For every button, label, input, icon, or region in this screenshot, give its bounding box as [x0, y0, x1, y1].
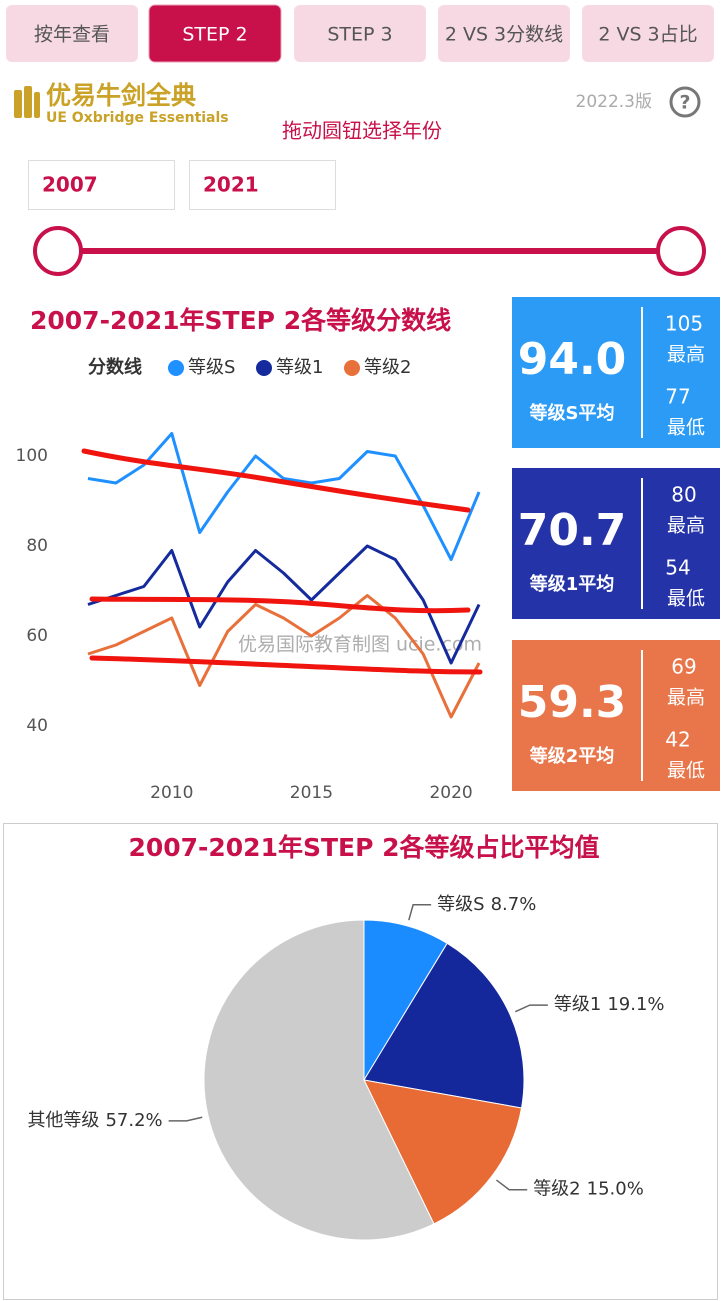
- series-line: [87, 544, 481, 665]
- y-tick-label: 40: [26, 716, 48, 736]
- pie-chart-title: 2007-2021年STEP 2各等级占比平均值: [128, 833, 599, 862]
- stat-card: [512, 468, 720, 619]
- pie-panel: [3, 823, 718, 1300]
- slider-hint: 拖动圆钮选择年份: [282, 119, 442, 143]
- hand-drawn-annotations: [81, 448, 483, 675]
- legend-swatch: [168, 360, 184, 376]
- logo-subtitle: UE Oxbridge Essentials: [46, 110, 229, 126]
- line-layer: 40 60 80 100 2010 2015 2020 等级S 等级1 等级2: [16, 357, 481, 803]
- end-year-box[interactable]: [189, 160, 336, 210]
- stat-average-label: 等级2平均: [530, 745, 615, 767]
- tab[interactable]: [438, 5, 570, 62]
- stat-min: 54: [665, 556, 690, 580]
- version: 2022.3版: [576, 92, 652, 112]
- help-icon[interactable]: [669, 86, 701, 118]
- logo-title: 优易牛剑全典: [46, 81, 196, 110]
- stat-min-label: 最低: [667, 760, 705, 782]
- tab-label[interactable]: 2 VS 3分数线: [445, 24, 563, 46]
- tab[interactable]: [148, 4, 282, 63]
- pie-slice: [363, 942, 525, 1109]
- stat-average: 59.3: [518, 677, 627, 728]
- stat-average: 70.7: [518, 505, 627, 556]
- end-year[interactable]: 2021: [203, 173, 259, 197]
- stat-min: 77: [665, 385, 690, 409]
- pie-label-category: 等级S: [437, 894, 484, 915]
- pie-label: 等级1 19.1%: [554, 994, 665, 1015]
- pie-label: 等级2 15.0%: [533, 1179, 644, 1200]
- stat-card: [512, 297, 720, 448]
- x-tick-label: 2015: [290, 783, 333, 803]
- stat-average-label: 等级1平均: [530, 573, 615, 595]
- leader-line: [408, 904, 432, 921]
- stat-min-label: 最低: [667, 417, 705, 439]
- pie-label-category: 其他等级: [27, 1110, 99, 1131]
- stat-max: 80: [671, 483, 696, 507]
- help-mark[interactable]: ?: [679, 92, 690, 114]
- stat-max-label: 最高: [667, 687, 705, 709]
- pie-label-value: 19.1%: [607, 994, 664, 1015]
- leader-line: [168, 1116, 203, 1122]
- line-chart-title: 2007-2021年STEP 2各等级分数线: [30, 306, 451, 335]
- y-tick-label: 80: [26, 536, 48, 556]
- stat-max: 69: [671, 655, 696, 679]
- legend-label: 等级S: [188, 357, 235, 378]
- legend-title: 分数线: [88, 356, 142, 378]
- stat-max-label: 最高: [667, 515, 705, 537]
- tab[interactable]: [582, 5, 714, 62]
- pie-label-category: 等级1: [554, 994, 601, 1015]
- tab-label[interactable]: STEP 3: [327, 24, 392, 46]
- series-line: [87, 594, 481, 719]
- legend-label: 等级2: [364, 357, 411, 378]
- tab[interactable]: [294, 5, 426, 62]
- start-year[interactable]: 2007: [42, 173, 98, 197]
- pie-label-value: 8.7%: [491, 894, 537, 915]
- x-tick-label: 2020: [429, 783, 472, 803]
- slider-handle-start[interactable]: [33, 226, 83, 276]
- pie-label: 其他等级 57.2%: [27, 1110, 162, 1131]
- pie-slice: [363, 1079, 523, 1225]
- pie-label: 等级S 8.7%: [437, 894, 536, 915]
- stat-max: 105: [665, 312, 703, 336]
- stat-min: 42: [665, 728, 690, 752]
- tab-label[interactable]: STEP 2: [182, 24, 247, 46]
- y-tick-label: 100: [16, 446, 48, 466]
- pie-slice: [203, 919, 435, 1241]
- tab-label[interactable]: 2 VS 3占比: [598, 24, 697, 46]
- tab-label[interactable]: 按年查看: [34, 24, 110, 46]
- stat-max-label: 最高: [667, 344, 705, 366]
- stat-average-label: 等级S平均: [530, 402, 615, 424]
- slider-handle-end[interactable]: [656, 226, 706, 276]
- leader-line: [514, 1004, 548, 1013]
- tab[interactable]: [6, 5, 138, 62]
- stat-average: 94.0: [518, 334, 627, 385]
- legend-swatch: [256, 360, 272, 376]
- logo-icon: [14, 86, 40, 118]
- pie-label-value: 57.2%: [105, 1110, 162, 1131]
- leader-line: [495, 1179, 528, 1191]
- legend-label: 等级1: [276, 357, 323, 378]
- start-year-box[interactable]: [28, 160, 175, 210]
- stat-card: [512, 640, 720, 791]
- pie-label-value: 15.0%: [587, 1179, 644, 1200]
- legend-swatch: [344, 360, 360, 376]
- series-line: [87, 432, 481, 561]
- pie-label-category: 等级2: [533, 1179, 580, 1200]
- x-tick-label: 2010: [150, 783, 193, 803]
- pie-slice: [363, 919, 448, 1082]
- stat-min-label: 最低: [667, 588, 705, 610]
- y-tick-label: 60: [26, 626, 48, 646]
